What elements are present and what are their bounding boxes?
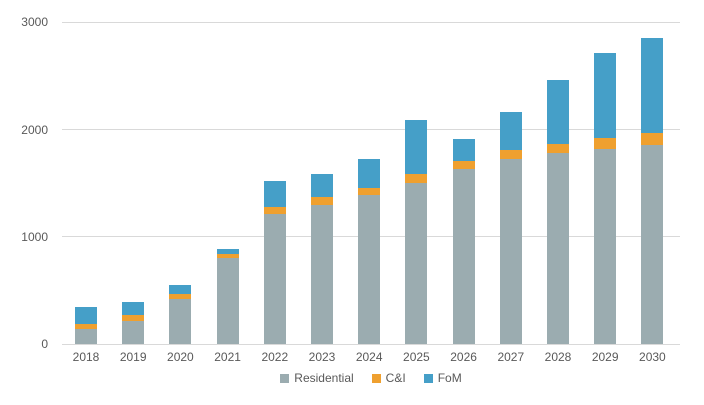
bar-segment-residential-2018 — [75, 329, 97, 345]
bar-segment-residential-2020 — [169, 298, 192, 345]
legend-item-fom: FoM — [423, 371, 462, 385]
x-axis-tick-2029: 2029 — [591, 350, 619, 364]
bar-segment-residential-2028 — [547, 153, 569, 345]
bar-segment-ci-2020 — [169, 294, 192, 299]
bar-segment-ci-2026 — [452, 161, 475, 170]
bar-segment-ci-2027 — [499, 150, 522, 160]
bar-segment-ci-2023 — [311, 196, 333, 205]
legend: Residential C&I FoM — [62, 372, 680, 384]
gridline-y-0 — [62, 343, 680, 345]
x-axis-tick-2030: 2030 — [639, 350, 666, 364]
bar-segment-ci-2018 — [75, 323, 97, 330]
bar-segment-residential-2024 — [358, 195, 381, 345]
legend-label: Residential — [294, 371, 354, 385]
legend-item-residential: Residential — [280, 371, 354, 385]
y-axis-tick-1000: 1000 — [21, 229, 48, 244]
gridline-y-3000 — [62, 21, 680, 23]
bar-segment-fom-2026 — [452, 139, 475, 162]
bar-segment-fom-2024 — [358, 158, 381, 188]
x-axis-tick-2023: 2023 — [308, 350, 336, 364]
y-axis-tick-3000: 3000 — [21, 15, 48, 30]
gridline-y-2000 — [62, 129, 680, 131]
bar-segment-fom-2025 — [405, 119, 428, 175]
bar-segment-fom-2018 — [75, 306, 97, 324]
bar-segment-fom-2029 — [594, 53, 617, 139]
bar-segment-fom-2027 — [499, 112, 522, 151]
x-axis-tick-2022: 2022 — [261, 350, 289, 364]
x-axis-tick-2020: 2020 — [167, 350, 194, 364]
bar-segment-residential-2025 — [405, 183, 428, 345]
x-axis-tick-2021: 2021 — [214, 350, 241, 364]
bar-segment-fom-2021 — [216, 248, 239, 255]
x-axis-tick-2025: 2025 — [403, 350, 430, 364]
y-axis-tick-2000: 2000 — [21, 122, 48, 137]
bar-segment-ci-2028 — [547, 143, 569, 154]
bar-segment-fom-2019 — [122, 302, 145, 315]
legend-swatch-icon — [280, 373, 290, 383]
bar-segment-ci-2030 — [641, 132, 664, 146]
legend-item-ci: C&I — [371, 371, 406, 385]
bar-segment-ci-2022 — [263, 206, 286, 215]
bar-segment-fom-2022 — [263, 181, 286, 207]
x-axis-tick-2024: 2024 — [355, 350, 383, 364]
bar-segment-residential-2030 — [641, 145, 664, 345]
bar-segment-fom-2020 — [169, 285, 192, 295]
x-axis-tick-2027: 2027 — [497, 350, 525, 364]
bar-segment-fom-2028 — [547, 80, 569, 144]
x-axis-tick-2019: 2019 — [119, 350, 147, 364]
x-axis-tick-2018: 2018 — [72, 350, 100, 364]
bar-segment-ci-2019 — [122, 314, 145, 321]
bar-segment-residential-2029 — [594, 148, 617, 345]
bar-segment-residential-2021 — [216, 258, 239, 345]
x-axis-tick-2028: 2028 — [544, 350, 572, 364]
y-axis-tick-0: 0 — [41, 337, 48, 352]
legend-label: FoM — [437, 371, 462, 385]
bar-segment-ci-2021 — [216, 254, 239, 259]
bar-segment-ci-2024 — [358, 187, 381, 196]
bar-segment-residential-2023 — [311, 204, 333, 345]
bar-segment-residential-2019 — [122, 320, 145, 345]
bar-segment-ci-2025 — [405, 174, 428, 184]
bar-segment-residential-2026 — [452, 169, 475, 345]
bar-segment-ci-2029 — [594, 138, 617, 149]
legend-swatch-icon — [371, 373, 381, 383]
x-axis-tick-2026: 2026 — [450, 350, 477, 364]
legend-swatch-icon — [423, 373, 433, 383]
bar-segment-fom-2023 — [311, 174, 333, 197]
bar-segment-residential-2027 — [499, 159, 522, 345]
bar-segment-fom-2030 — [641, 38, 664, 133]
bar-segment-residential-2022 — [263, 214, 286, 345]
legend-label: C&I — [385, 371, 406, 385]
